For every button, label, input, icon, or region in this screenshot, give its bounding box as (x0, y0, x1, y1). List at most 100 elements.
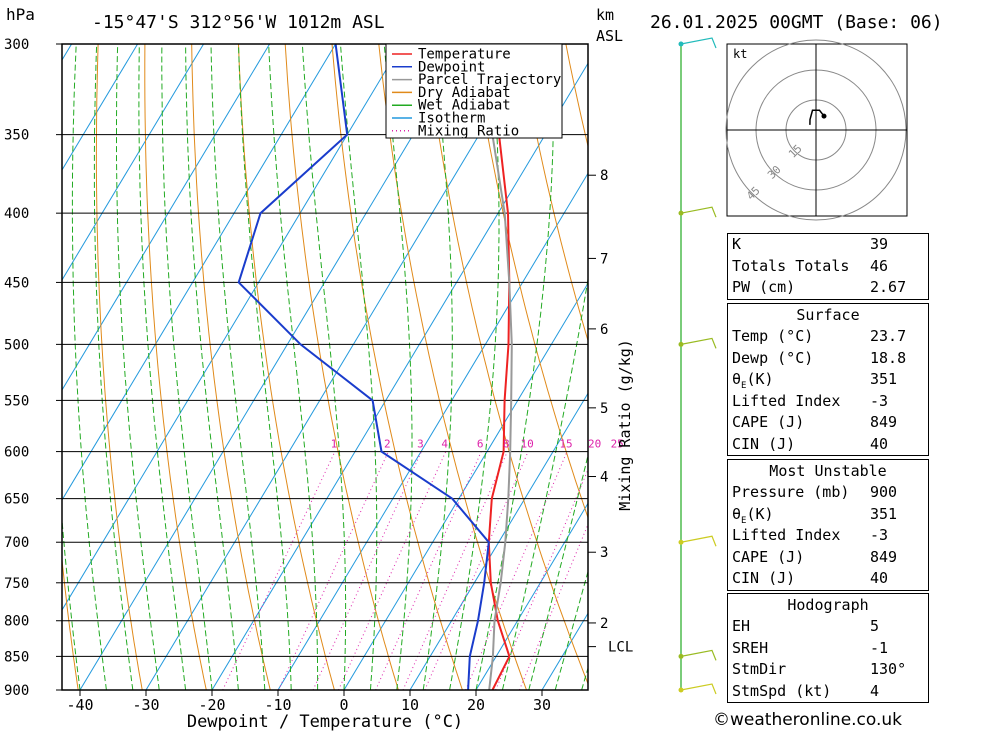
mu-cape-value: 849 (870, 547, 898, 566)
x-tick-label: -10 (264, 696, 291, 714)
mu-li-label: Lifted Index (732, 526, 841, 544)
hodograph-title: Hodograph (787, 596, 869, 614)
pressure-tick-label: 700 (4, 535, 29, 551)
dry-adiabat (238, 44, 335, 690)
mixing-ratio-tick-label: 1 (331, 438, 338, 451)
wet-adiabat (383, 44, 413, 690)
isotherm-line (277, 172, 588, 690)
mixing-ratio-tick-label: 4 (441, 438, 448, 451)
legend-label: Parcel Trajectory (418, 72, 561, 88)
mu-theta-unit: (K) (746, 504, 774, 523)
legend-label: Dry Adiabat (418, 85, 511, 101)
wet-adiabat (501, 275, 588, 690)
mixing-ratio-tick-label: 8 (503, 438, 510, 451)
tt-label: Totals Totals (732, 256, 850, 275)
axis-labels: 300350400450500550600650700750800850900-… (4, 37, 551, 714)
pressure-tick-label: 750 (4, 576, 29, 592)
mu-cin-value: 40 (870, 569, 889, 587)
series-line-parcel-trajectory (466, 44, 513, 690)
sounding-series (237, 44, 513, 690)
surface-theta-label: θE(K) (732, 369, 774, 391)
surface-cin-label: CIN (J) (732, 434, 796, 453)
km-tick-label: 3 (600, 545, 608, 561)
surface-theta-sub: E (741, 381, 747, 391)
mixing-ratio-tick-label: 2 (384, 438, 391, 451)
mixing-ratio-labels: 1 2 3 4 6 8 10 15 20 25 (331, 438, 624, 451)
wet-adiabat (238, 44, 292, 690)
wind-barb (680, 649, 717, 661)
x-tick-label: 10 (401, 696, 419, 714)
isotherm-line (62, 44, 271, 391)
surface-dewp-label: Dewp (°C) (732, 348, 814, 367)
legend-label: Temperature (418, 47, 511, 63)
mu-li-value: -3 (870, 526, 889, 544)
surface-title: Surface (796, 306, 860, 324)
mixing-ratio-line (338, 451, 447, 690)
x-tick-label: -20 (198, 696, 225, 714)
series-line-temperature (486, 44, 511, 690)
datetime-title: 26.01.2025 00GMT (Base: 06) (650, 12, 943, 33)
wet-adiabat (554, 569, 588, 690)
mixing-ratio-line (312, 451, 422, 690)
credit-text: ©weatheronline.co.uk (713, 710, 903, 730)
sreh-label: SREH (732, 638, 769, 657)
wet-adiabat (71, 44, 107, 690)
mixing-ratio-axis-label: Mixing Ratio (g/kg) (616, 339, 634, 511)
wet-adiabat (528, 453, 588, 690)
surface-theta-value: 351 (870, 370, 898, 388)
pressure-tick-label: 500 (4, 337, 29, 353)
km-tick-label: 6 (600, 322, 608, 338)
km-tick-label: 7 (600, 251, 608, 267)
pressure-tick-label: 850 (4, 649, 29, 665)
surface-cin-value: 40 (870, 434, 889, 453)
mixing-ratio-tick-label: 6 (477, 438, 484, 451)
km-tick-label: 4 (600, 470, 608, 486)
x-tick-label: 30 (533, 696, 551, 714)
km-tick-label: 5 (600, 401, 608, 417)
mixing-ratio-tick-label: 25 (611, 438, 624, 451)
wet-adiabat (210, 44, 266, 690)
pressure-lines (62, 43, 588, 691)
km-tick-label: 8 (600, 168, 608, 184)
dry-adiabat (940, 44, 1000, 690)
wind-barb-column (678, 37, 717, 695)
stmspd-label: StmSpd (kt) (732, 681, 832, 700)
most-unstable-title: Most Unstable (769, 462, 887, 480)
mixing-ratio-line (402, 451, 508, 690)
mixing-ratio-line (424, 451, 529, 690)
pw-value: 2.67 (870, 278, 907, 296)
surface-theta-unit: (K) (746, 370, 774, 388)
stmdir-value: 130° (870, 660, 907, 678)
mixing-ratio-tick-label: 20 (588, 438, 601, 451)
isotherm-line (62, 44, 205, 281)
wind-barb (680, 683, 717, 695)
surface-cape-label: CAPE (J) (732, 413, 805, 431)
mu-cin-label: CIN (J) (732, 569, 796, 587)
surface-temp-value: 23.7 (870, 327, 907, 345)
km-tick-label: LCL (608, 640, 633, 656)
legend-label: Wet Adiabat (418, 98, 511, 114)
hodograph-table: Hodograph EH 5 SREH -1 StmDir 130° StmSpd (… (727, 593, 929, 703)
mu-theta-sub: E (741, 515, 747, 526)
dry-adiabat (378, 44, 527, 690)
isotherm-line (62, 44, 139, 171)
x-axis-label: Dewpoint / Temperature (°C) (187, 712, 463, 732)
surface-table: Surface Temp (°C) 23.7 Dewp (°C) 18.8 θE(K… (727, 303, 929, 456)
surface-li-value: -3 (870, 391, 889, 410)
mixing-ratio-tick-label: 3 (417, 438, 424, 451)
x-tick-label: 20 (467, 696, 485, 714)
hodograph-unit: kt (733, 47, 747, 61)
hodograph-trace (809, 109, 825, 125)
hodograph-storm-dot (821, 113, 827, 119)
stmdir-label: StmDir (732, 660, 787, 678)
pressure-tick-label: 900 (4, 683, 29, 699)
tt-value: 46 (870, 256, 889, 275)
mu-cape-label: CAPE (J) (732, 547, 805, 566)
mixing-ratio-tick-label: 10 (521, 438, 534, 451)
wind-barb (680, 206, 717, 218)
km-tick-label: 2 (600, 616, 608, 632)
x-tick-label: 0 (339, 696, 348, 714)
dry-adiabat (987, 44, 1000, 690)
surface-theta-symbol: θ (732, 370, 742, 388)
